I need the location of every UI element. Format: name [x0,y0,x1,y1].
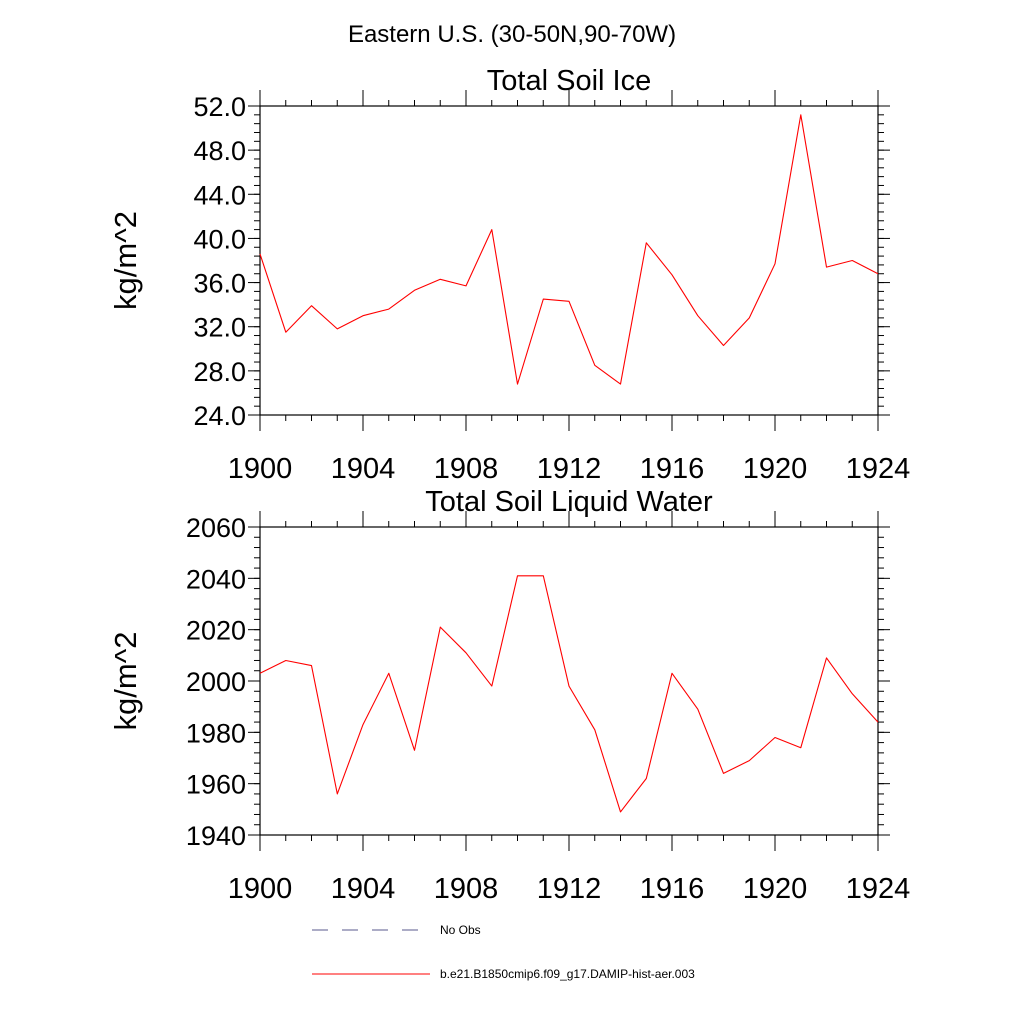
y-axis-label: kg/m^2 [108,632,143,731]
panel-total-soil-liquid-water: Total Soil Liquid Water19401960198020002… [108,486,910,905]
panel-total-soil-ice: Total Soil Ice24.028.032.036.040.044.048… [108,65,910,485]
x-tick-label: 1916 [640,873,705,905]
x-tick-label: 1924 [846,873,911,905]
y-tick-label: 40.0 [193,224,246,254]
y-tick-label: 28.0 [193,357,246,387]
y-tick-label: 2000 [186,667,246,697]
y-tick-label: 2040 [186,564,246,594]
y-tick-label: 2060 [186,513,246,543]
legend: No Obs b.e21.B1850cmip6.f09_g17.DAMIP-hi… [312,923,695,981]
y-tick-label: 1960 [186,770,246,800]
x-tick-label: 1904 [331,873,396,905]
x-tick-label: 1912 [537,453,602,485]
x-tick-label: 1924 [846,453,911,485]
y-tick-label: 2020 [186,616,246,646]
y-tick-label: 32.0 [193,313,246,343]
y-tick-label: 44.0 [193,180,246,210]
series-line [259,575,879,813]
plot-frame [259,526,879,836]
x-tick-label: 1908 [434,873,499,905]
x-tick-label: 1912 [537,873,602,905]
plot-frame [259,105,879,416]
x-tick-label: 1900 [228,873,293,905]
y-tick-label: 36.0 [193,269,246,299]
y-axis-label: kg/m^2 [108,211,143,310]
x-tick-label: 1900 [228,453,293,485]
y-tick-label: 1940 [186,821,246,851]
y-tick-label: 48.0 [193,136,246,166]
y-tick-label: 1980 [186,718,246,748]
legend-label-no-obs: No Obs [440,923,481,937]
x-tick-label: 1920 [743,873,808,905]
y-tick-label: 24.0 [193,401,246,431]
x-tick-label: 1904 [331,453,396,485]
x-tick-label: 1908 [434,453,499,485]
y-tick-label: 52.0 [193,92,246,122]
legend-label-model-run: b.e21.B1850cmip6.f09_g17.DAMIP-hist-aer.… [440,967,695,981]
series-line [259,114,879,385]
x-tick-label: 1920 [743,453,808,485]
x-tick-label: 1916 [640,453,705,485]
figure-suptitle: Eastern U.S. (30-50N,90-70W) [348,21,676,48]
